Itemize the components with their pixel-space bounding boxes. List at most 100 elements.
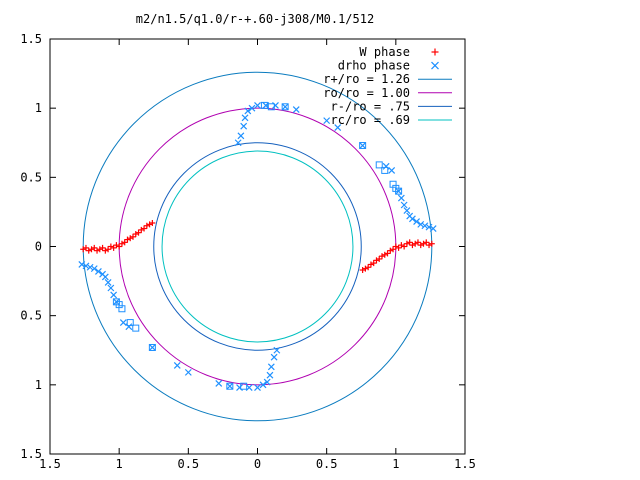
axis-ticks [49,38,466,455]
data-point-cross [107,284,115,292]
data-point-square [126,319,134,327]
data-point-cross [254,101,261,109]
data-point-cross [413,218,421,226]
data-point-cross [184,368,192,376]
data-point-plus [138,226,145,233]
data-point-cross [270,353,278,361]
y-tick-label: 0 [35,240,42,254]
data-point-plus [135,229,142,236]
data-point-plus [401,243,408,250]
x-tick-label: 1 [392,457,399,471]
data-point-cross [259,381,267,389]
data-point-plus [373,257,380,264]
data-point-cross [267,363,275,371]
data-point-plus [362,265,369,272]
legend-label: W phase [359,45,410,59]
data-point-cross [421,222,429,230]
y-tick-label: 1 [35,378,42,392]
data-point-cross [281,103,289,111]
data-point-cross [417,220,425,228]
data-point-square [226,382,234,390]
y-tick-labels: 1.5 1 0.5 0 0.5 1 1.5 [20,32,42,461]
legend-label: ro/ro = 1.00 [323,86,410,100]
data-point-plus [395,244,402,251]
data-point-cross [425,223,433,231]
data-point-cross [248,104,256,112]
y-tick-label: 1 [35,101,42,115]
data-point-cross [86,263,94,271]
data-point-plus [359,267,366,274]
chart-title: m2/n1.5/q1.0/r-+.60-j308/M0.1/512 [136,12,374,26]
data-point-cross [110,291,118,299]
legend-label: rc/ro = .69 [331,113,410,127]
data-point-plus [96,246,103,253]
data-point-plus [113,242,120,249]
data-point-plus [88,246,95,253]
x-tick-label: 1.5 [39,457,61,471]
data-point-plus [379,253,385,260]
data-point-plus [121,239,128,246]
y-tick-label: 0.5 [20,170,42,184]
data-point-plus [141,225,148,232]
data-point-plus [403,240,410,247]
data-point-plus [80,246,87,253]
data-point-cross [292,106,300,113]
data-point-cross [431,61,439,70]
data-point-cross [263,378,271,386]
data-point-cross [359,142,367,149]
data-point-cross [244,107,252,115]
data-point-cross [254,384,261,392]
data-point-cross [101,273,109,281]
data-point-cross [94,267,102,275]
data-point-plus [132,231,139,238]
data-point-cross [173,362,181,369]
data-point-plus [398,242,405,249]
data-point-cross [78,261,86,268]
data-point-plus [107,243,114,250]
y-tick-label: 1.5 [20,447,42,461]
data-point-plus [409,242,416,249]
data-point-plus [381,251,388,258]
data-point-plus [102,247,109,254]
data-point-plus [384,250,391,257]
data-point-plus [406,239,413,246]
data-point-cross [237,132,245,140]
data-point-cross [245,384,253,392]
reference-circle [161,150,354,343]
data-point-plus [414,239,421,246]
data-point-plus [426,242,433,249]
data-points [78,101,437,392]
data-point-cross [397,194,405,202]
x-tick-label: 1.5 [454,457,476,471]
data-point-cross [400,201,408,209]
data-point-cross [266,371,274,379]
data-point-cross [406,212,414,220]
reference-circle [118,107,397,386]
data-point-plus [110,244,117,251]
data-point-square [389,180,397,188]
data-point-cross [388,166,396,174]
x-tick-label: 0 [254,457,261,471]
data-point-plus [143,222,150,229]
data-point-cross [234,139,242,147]
data-point-plus [127,235,134,242]
reference-circle [153,142,362,351]
data-point-plus [420,240,427,247]
data-point-cross [429,225,437,232]
data-point-square [359,142,367,150]
data-point-cross [104,279,112,286]
data-point-square [375,161,383,169]
data-point-plus [105,246,112,253]
data-point-square [132,324,140,332]
data-point-plus [91,244,98,251]
data-point-cross [240,122,248,130]
data-point-cross [148,344,156,351]
data-point-plus [370,260,377,267]
data-point-plus [94,247,101,254]
data-point-cross [241,114,249,122]
data-point-plus [146,221,153,228]
data-point-square [240,382,248,390]
data-point-cross [403,207,411,214]
data-point-plus [365,264,372,271]
